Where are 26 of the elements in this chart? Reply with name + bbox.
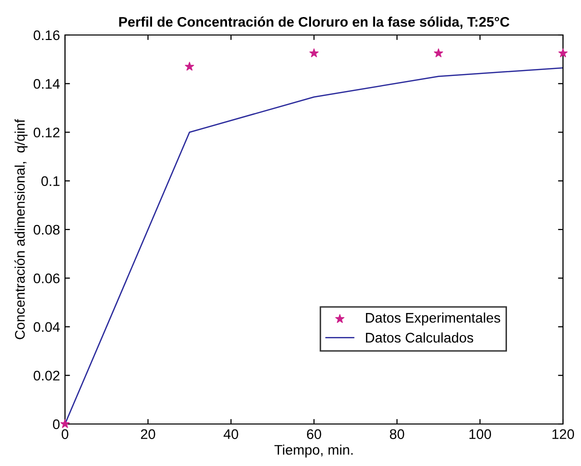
chart-title: Perfil de Concentración de Cloruro en la fase sólida, T:25°C <box>119 16 510 29</box>
point <box>60 419 70 428</box>
y-tick-label: 0 <box>52 419 60 430</box>
y-tick-label: 0.06 <box>34 273 60 284</box>
y-tick-label: 0.14 <box>34 78 60 89</box>
point <box>558 48 568 58</box>
y-tick-label: 0.16 <box>34 30 60 40</box>
y-tick-label: 0.1 <box>41 176 60 186</box>
x-tick-label: 20 <box>140 429 156 440</box>
y-tick-label: 0.02 <box>34 370 60 381</box>
point <box>309 48 319 58</box>
legend-label: Datos Experimentales <box>366 312 500 326</box>
x-tick-label: 100 <box>469 429 492 440</box>
x-tick-label: 60 <box>306 429 322 440</box>
x-tick-label: 40 <box>224 429 238 440</box>
y-tick-label: 0.08 <box>34 224 60 235</box>
legend-label: Datos Calculados <box>366 332 474 343</box>
y-axis-title: Concentración adimensional, q/qinf <box>14 119 28 340</box>
x-tick-label: 0 <box>62 429 68 440</box>
x-tick-label: 120 <box>552 429 574 440</box>
point <box>184 62 194 71</box>
x-axis-title: Tiempo, min. <box>274 444 353 458</box>
point <box>434 48 444 58</box>
x-tick-label: 80 <box>390 429 404 440</box>
y-tick-label: 0.12 <box>34 128 60 138</box>
y-tick-label: 0.04 <box>34 322 60 332</box>
